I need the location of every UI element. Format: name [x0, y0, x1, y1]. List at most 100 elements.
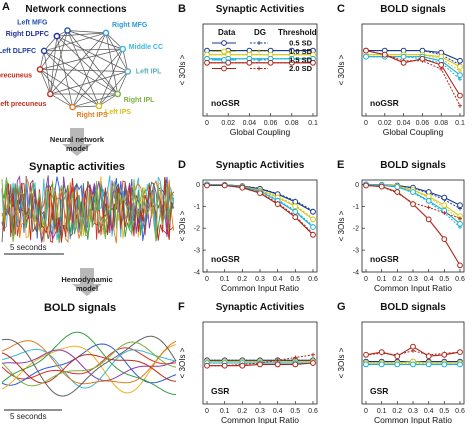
- x-tick-label: 0.3: [408, 276, 418, 283]
- y-axis-label: < 3OIs >: [178, 347, 187, 378]
- x-tick-label: 0.4: [424, 408, 434, 415]
- network-edge: [43, 50, 51, 95]
- x-tick-label: 0: [205, 408, 209, 415]
- data-point: [400, 59, 407, 66]
- series-line-data: [366, 56, 461, 76]
- network-node: [40, 47, 48, 55]
- condition-label: GSR: [211, 386, 229, 396]
- data-point: [425, 197, 432, 204]
- data-point: [441, 361, 448, 368]
- y-tick-label: -4: [353, 270, 359, 277]
- network-edge: [43, 50, 118, 95]
- data-point: [425, 216, 432, 223]
- data-point: [221, 362, 228, 369]
- x-tick-label: 0.06: [416, 120, 430, 127]
- network-edge: [67, 30, 100, 107]
- bold-trace: [1, 343, 177, 386]
- panel-letter: D: [178, 159, 186, 171]
- y-tick-label: -3: [353, 248, 359, 255]
- y-axis-label: < 3OIs >: [337, 347, 346, 378]
- network-edge: [105, 32, 129, 72]
- data-point: [457, 202, 463, 209]
- network-node: [119, 45, 127, 53]
- panel-letter: C: [337, 3, 345, 15]
- network-node-label: Left MFG: [17, 20, 48, 27]
- x-tick-label: 0.1: [377, 408, 387, 415]
- network-edge: [56, 35, 118, 95]
- synaptic-trace: [1, 177, 175, 243]
- network-node: [69, 103, 76, 111]
- bold-title: BOLD signals: [44, 302, 116, 314]
- y-tick-label: -2: [353, 226, 359, 233]
- data-point: [410, 343, 416, 350]
- data-point: [310, 360, 316, 366]
- x-tick-label: 0.4: [273, 408, 283, 415]
- data-point: [292, 214, 299, 221]
- data-point: [394, 353, 401, 360]
- down-arrow-1: [62, 128, 92, 156]
- legend-col-dg: DG: [254, 28, 266, 37]
- network-edge: [72, 105, 100, 108]
- x-tick-label: 0: [364, 120, 368, 127]
- network-edge: [50, 32, 107, 95]
- legend-dg-marker: [257, 41, 261, 45]
- x-tick-label: 0.1: [377, 276, 387, 283]
- scale-label-2: 5 seconds: [10, 412, 46, 421]
- network-node: [53, 32, 61, 40]
- network-edge: [49, 36, 58, 95]
- condition-label: GSR: [370, 386, 388, 396]
- data-point: [419, 55, 426, 62]
- data-point: [310, 216, 316, 223]
- down-arrow-2: [72, 268, 102, 296]
- network-node: [124, 68, 132, 75]
- network-node-label: Left precuneus: [0, 101, 46, 108]
- bold-trace: [1, 344, 177, 394]
- x-tick-label: 0.06: [264, 120, 278, 127]
- data-point: [204, 182, 210, 189]
- x-tick-label: 0.1: [220, 408, 230, 415]
- network-edge: [39, 69, 100, 107]
- data-point: [425, 361, 432, 368]
- bold-trace: [1, 340, 177, 385]
- data-point: [363, 361, 369, 368]
- network-edge: [39, 30, 68, 70]
- data-point: [310, 224, 316, 231]
- chart-title: Synaptic Activities: [216, 160, 305, 171]
- network-edge: [43, 50, 100, 107]
- network-node-label: Middle CC: [129, 44, 163, 51]
- synaptic-trace: [1, 177, 174, 243]
- arrow2-label-line1: Hemodynamic: [61, 275, 112, 284]
- x-tick-label: 0.5: [290, 408, 300, 415]
- data-point: [425, 353, 432, 360]
- network-edge: [98, 71, 129, 107]
- legend: Data DG Threshold 0.5 SD1.0 SD1.5 SD2.0 …: [212, 28, 317, 73]
- x-axis-label: Global Coupling: [383, 127, 444, 137]
- network-edge: [117, 71, 129, 95]
- dg-point: [458, 103, 462, 108]
- x-tick-label: 0.02: [378, 120, 392, 127]
- data-point: [457, 220, 463, 227]
- network-edge: [72, 32, 107, 108]
- chart-panel-e: E BOLD signals 0 -1 -2 -3 -4 0 0.1 0.2 0.3 0.4 0.5 0.…: [337, 159, 465, 293]
- data-point: [410, 201, 416, 208]
- network-edge: [105, 32, 124, 50]
- network-nodes: [36, 27, 132, 111]
- data-point: [246, 59, 253, 66]
- data-point: [310, 231, 316, 238]
- data-point: [457, 64, 463, 70]
- network-node: [36, 66, 44, 73]
- x-axis-label: Common Input Ratio: [221, 415, 299, 424]
- bold-trace: [1, 352, 177, 384]
- x-tick-label: 0.5: [290, 276, 300, 283]
- x-tick-label: 0.5: [439, 276, 449, 283]
- network-node-label: Right IPS: [77, 112, 108, 119]
- network-labels: Left MFG Right MFG Middle CC Left IPL Right …: [0, 20, 163, 120]
- plot-frame: [202, 23, 318, 117]
- network-edge: [56, 36, 73, 108]
- data-point: [363, 53, 369, 60]
- data-point: [457, 349, 463, 356]
- chart-title: BOLD signals: [380, 160, 446, 171]
- data-point: [310, 208, 316, 215]
